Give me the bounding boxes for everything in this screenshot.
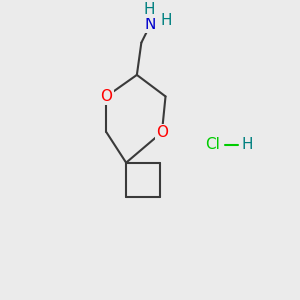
Text: O: O [156,125,168,140]
Text: Cl: Cl [205,137,220,152]
Text: H: H [143,2,154,17]
Text: H: H [241,137,253,152]
Text: N: N [145,17,156,32]
Text: O: O [100,89,112,104]
Text: H: H [160,13,172,28]
